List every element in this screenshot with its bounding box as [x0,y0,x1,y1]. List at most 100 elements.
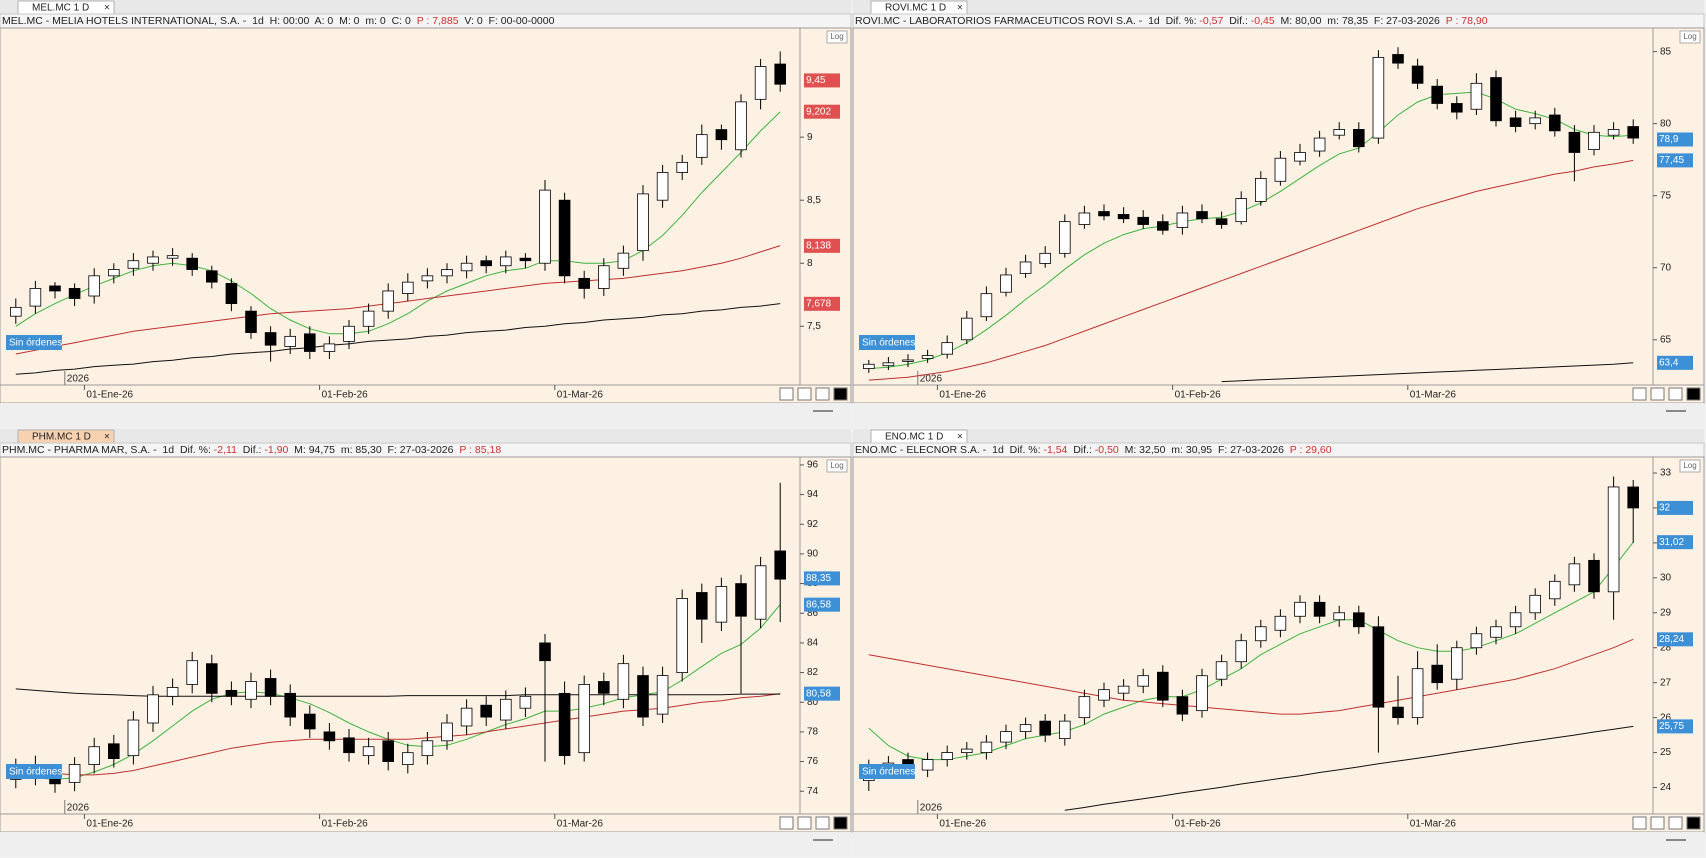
candle-body [343,325,355,342]
log-button[interactable] [826,459,848,473]
header-part: Dif.: [1223,15,1250,27]
candle-body [774,550,786,580]
tab-label[interactable]: ROVI.MC 1 D [885,3,946,14]
candle-body [382,740,394,762]
candle-body [539,642,551,662]
candle-body [1019,261,1032,274]
toolbar-button[interactable] [797,816,812,830]
toolbar-button[interactable] [779,816,794,830]
header-part: PHM.MC - PHARMA MAR, S.A. - 1d Dif. %: [2,444,214,456]
log-label[interactable]: Log [830,461,843,470]
header-part: -0,50 [1095,444,1119,456]
toolbar-button[interactable] [1632,816,1647,830]
candle-body [1333,129,1345,136]
log-label[interactable]: Log [1683,32,1696,41]
candle-body [1372,56,1385,139]
header-part: -0,57 [1199,15,1223,27]
price-tag [1657,132,1693,147]
year-label: 2026 [67,374,90,385]
candle-body [284,692,296,718]
tab-bar [0,0,851,14]
candle-body [1627,126,1639,139]
candle-body [108,269,120,277]
log-label[interactable]: Log [1683,461,1696,470]
candle-body [1235,640,1247,663]
toolbar-button[interactable] [833,387,848,401]
toolbar-button[interactable] [1650,816,1665,830]
toolbar-button[interactable] [1686,816,1701,830]
candle-body [1333,612,1345,621]
y-tick-label: 25 [1660,747,1672,758]
tab-close[interactable]: × [104,432,110,443]
candle-body [921,355,934,359]
price-tag [1657,719,1693,734]
x-tick-label: 01-Mar-26 [557,819,604,830]
x-tick-label: 01-Ene-26 [86,819,133,830]
toolbar-button[interactable] [815,387,830,401]
x-tick-label: 01-Mar-26 [1410,390,1457,401]
y-tick-label: 92 [807,519,819,530]
candle-body [1411,668,1424,719]
y-tick-label: 74 [807,786,819,797]
candle-body [1235,198,1247,223]
toolbar-button[interactable] [1632,387,1647,401]
header-part: M: 80,00 m: 78,35 F: 27-03-2026 [1275,15,1446,27]
tab-label[interactable]: ENO.MC 1 D [885,432,943,443]
y-tick-label: 33 [1660,468,1672,479]
tab-label[interactable]: MEL.MC 1 D [32,3,89,14]
tab-bar [0,429,851,443]
y-tick-label: 80 [1660,118,1672,129]
candle-body [676,598,688,673]
candle-body [1039,720,1051,736]
log-button[interactable] [1679,459,1701,473]
header-part: M: 94,75 m: 85,30 F: 27-03-2026 [288,444,459,456]
y-tick-label: 26 [1660,712,1672,723]
tab-label[interactable]: PHM.MC 1 D [32,432,91,443]
candle-body [1078,212,1091,225]
log-button[interactable] [826,30,848,44]
toolbar-button[interactable] [1668,387,1683,401]
moving-average [868,159,1634,381]
tab-close[interactable]: × [957,3,963,14]
tab-close[interactable]: × [104,3,110,14]
chart-panel: ENO.MC 1 D ×ENO.MC - ELECNOR S.A. - 1d Di… [852,429,1705,856]
x-tick-label: 01-Feb-26 [1175,390,1222,401]
candle-body [1431,85,1443,104]
toolbar-button[interactable] [1668,816,1683,830]
candle-body [656,172,669,201]
tab-close[interactable]: × [957,432,963,443]
candle-body [921,759,934,771]
candle-body [166,255,179,259]
candle-body [980,293,993,318]
candle-body [539,189,551,264]
header-part: V: 0 F: 00-00-0000 [459,15,555,27]
toolbar-button[interactable] [1650,387,1665,401]
toolbar-button[interactable] [833,816,848,830]
candle-body [1196,675,1208,712]
toolbar-button[interactable] [797,387,812,401]
candle-body [206,663,218,694]
toolbar-button[interactable] [779,387,794,401]
log-label[interactable]: Log [830,32,843,41]
y-tick-label: 80 [807,697,819,708]
candle-body [323,343,336,352]
header-part: ENO.MC - ELECNOR S.A. - 1d Dif. %: [855,444,1043,456]
y-tick-label: 78 [807,727,819,738]
header-part: P : 85,18 [459,444,501,456]
candle-body [1215,218,1228,225]
price-tag-label: 8,138 [806,240,831,251]
log-button[interactable] [1679,30,1701,44]
price-tag [804,571,840,586]
toolbar-button[interactable] [815,816,830,830]
candle-body [49,285,61,292]
candle-body [774,63,786,85]
toolbar-button[interactable] [1686,387,1701,401]
header-part: P : 78,90 [1446,15,1488,27]
candle-body [68,288,81,299]
candle-body [460,262,473,272]
x-tick-label: 01-Mar-26 [1410,819,1457,830]
bottom-toolbar [0,832,851,856]
candle-body [1568,563,1581,586]
price-tag [804,73,840,88]
candle-body [1157,221,1169,231]
